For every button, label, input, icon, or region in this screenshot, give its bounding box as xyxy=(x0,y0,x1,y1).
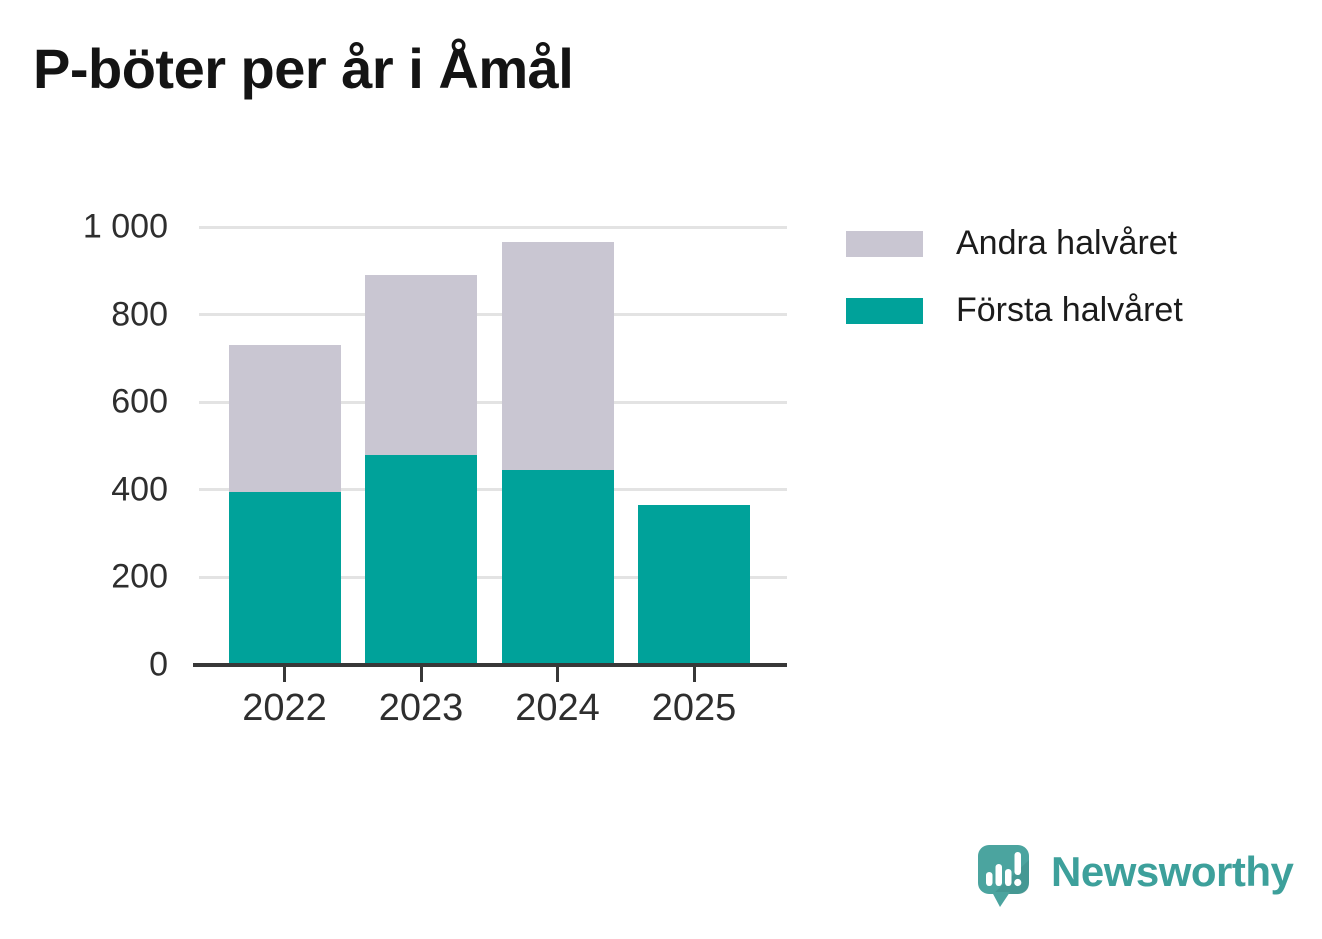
bar-2024-andra xyxy=(501,242,614,471)
bar-2024-första xyxy=(501,470,614,665)
x-axis-line xyxy=(193,663,787,667)
bar-2023-första xyxy=(365,454,477,665)
y-tick-label: 200 xyxy=(111,557,168,596)
gridline-400 xyxy=(199,488,787,492)
newsworthy-logo: Newsworthy xyxy=(977,844,1294,908)
x-tick-label-2022: 2022 xyxy=(242,687,327,729)
gridline-800 xyxy=(199,313,787,317)
bar-2023-andra xyxy=(365,275,477,455)
y-tick-label: 800 xyxy=(111,295,168,334)
legend: Andra halvåret Första halvåret xyxy=(846,224,1183,358)
x-tick-label-2025: 2025 xyxy=(651,687,737,729)
y-tick-label: 0 xyxy=(149,645,168,684)
x-tick-2025 xyxy=(692,667,696,682)
gridline-200 xyxy=(199,575,787,579)
y-tick-label: 400 xyxy=(111,470,168,509)
bar-2022-första xyxy=(228,492,341,665)
x-tick-label-2023: 2023 xyxy=(378,687,464,729)
chart-title: P-böter per år i Åmål xyxy=(33,37,574,100)
bar-2025-första xyxy=(638,505,750,665)
gridline-1000 xyxy=(199,225,787,229)
legend-swatch-forsta-icon xyxy=(846,297,923,324)
newsworthy-speech-bubble-chart-icon xyxy=(978,845,1029,907)
y-axis-tick-labels: 0 200 400 600 800 1 000 xyxy=(40,208,168,684)
plot-area xyxy=(199,225,787,665)
y-tick-label: 600 xyxy=(111,382,168,421)
legend-label-forsta: Första halvåret xyxy=(956,291,1183,329)
legend-label-andra: Andra halvåret xyxy=(956,224,1178,262)
x-tick-2023 xyxy=(419,667,423,682)
legend-swatch-andra-icon xyxy=(846,230,923,257)
x-axis: 2022 2023 2024 2025 xyxy=(199,665,787,745)
x-tick-label-2024: 2024 xyxy=(515,687,600,729)
x-tick-2022 xyxy=(283,667,286,682)
legend-item-forsta: Första halvåret xyxy=(846,291,1183,330)
newsworthy-logo-text: Newsworthy xyxy=(1051,848,1294,895)
y-tick-label: 1 000 xyxy=(82,207,168,246)
legend-item-andra: Andra halvåret xyxy=(846,224,1183,263)
x-tick-2024 xyxy=(556,667,559,682)
bar-2022-andra xyxy=(228,345,341,492)
gridline-600 xyxy=(199,400,787,404)
